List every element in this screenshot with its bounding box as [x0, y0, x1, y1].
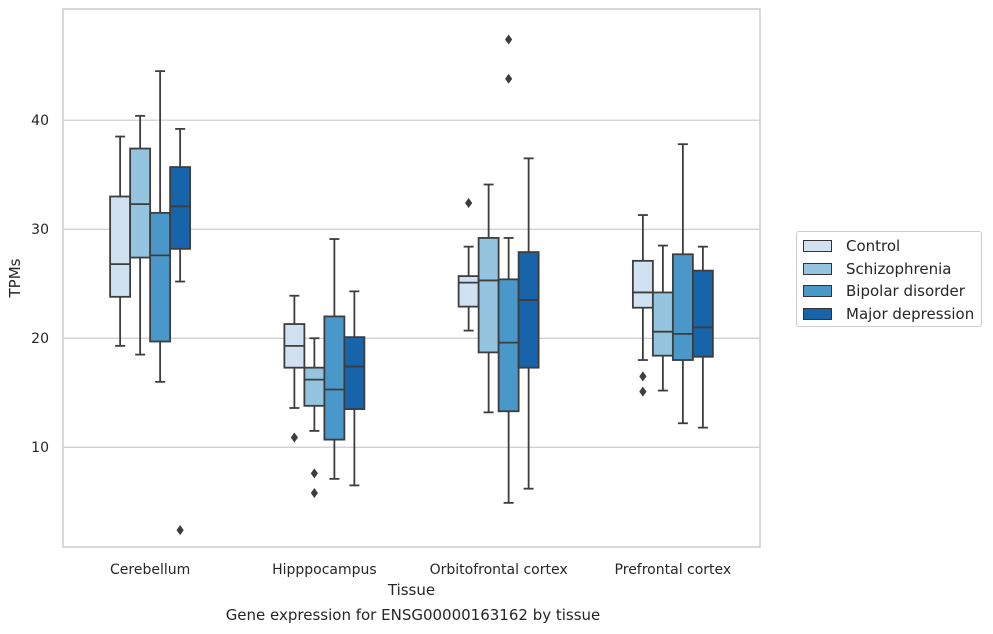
legend-item: Bipolar disorder — [803, 280, 981, 303]
box-bipolar-disorder — [497, 34, 520, 504]
y-tick-label: 20 — [31, 331, 49, 347]
box-iqr — [303, 366, 326, 407]
box-control — [109, 135, 132, 347]
box-schizophrenia — [651, 244, 674, 392]
box-iqr — [343, 336, 366, 410]
box-bipolar-disorder — [149, 70, 172, 383]
y-tick-label: 10 — [31, 440, 49, 456]
outlier-point — [639, 371, 647, 382]
outlier-point — [176, 525, 184, 536]
box-major-depression — [169, 128, 192, 536]
box-iqr — [517, 251, 540, 369]
outlier-point — [310, 468, 318, 479]
box-iqr — [651, 291, 674, 357]
box-iqr — [129, 147, 152, 259]
box-iqr — [109, 195, 132, 298]
box-bipolar-disorder — [323, 238, 346, 480]
legend-swatch — [803, 285, 832, 298]
legend-label: Schizophrenia — [846, 259, 952, 278]
box-control — [457, 198, 480, 332]
box-schizophrenia — [129, 114, 152, 356]
x-axis-label: Tissue — [387, 581, 435, 599]
box-iqr — [477, 237, 500, 354]
legend-swatch — [803, 307, 832, 320]
x-tick-label: Orbitofrontal cortex — [430, 562, 568, 578]
box-major-depression — [517, 157, 540, 490]
chart-caption: Gene expression for ENSG00000163162 by t… — [225, 606, 601, 624]
box-schizophrenia — [303, 337, 326, 499]
x-tick-label: Hipppocampus — [272, 562, 377, 578]
box-iqr — [497, 278, 520, 413]
box-iqr — [149, 211, 172, 343]
x-tick-labels: Cerebellum Hipppocampus Orbitofrontal cort… — [110, 562, 731, 578]
legend-swatch — [803, 262, 832, 275]
outlier-point — [465, 198, 473, 209]
box-bipolar-disorder — [671, 143, 694, 425]
box-control — [283, 294, 306, 443]
legend-item: Control — [803, 235, 981, 258]
legend-item: Schizophrenia — [803, 258, 981, 281]
box-major-depression — [691, 245, 714, 429]
outlier-point — [505, 34, 513, 45]
box-iqr — [323, 315, 346, 441]
outlier-point — [639, 386, 647, 397]
box-schizophrenia — [477, 183, 500, 414]
box-iqr — [169, 166, 192, 250]
box-iqr — [631, 259, 654, 309]
outlier-point — [290, 432, 298, 443]
legend-label: Control — [846, 237, 901, 256]
y-axis-label: TPMs — [6, 258, 24, 298]
box-iqr — [671, 253, 694, 361]
legend-label: Bipolar disorder — [846, 282, 965, 301]
legend-label: Major depression — [846, 304, 975, 323]
y-tick-label: 40 — [31, 113, 49, 129]
y-tick-labels: 10 20 30 40 — [31, 113, 49, 456]
box-control — [631, 214, 654, 397]
legend-item: Major depression — [803, 303, 981, 326]
box-iqr — [457, 275, 480, 308]
outlier-point — [310, 488, 318, 499]
box-layer — [109, 34, 714, 536]
x-tick-label: Prefrontal cortex — [615, 562, 732, 578]
box-iqr — [691, 269, 714, 358]
plot-frame — [62, 8, 761, 548]
y-tick-label: 30 — [31, 222, 49, 238]
legend-swatch — [803, 240, 832, 253]
outlier-point — [505, 73, 513, 84]
x-tick-label: Cerebellum — [110, 562, 190, 578]
box-major-depression — [343, 290, 366, 487]
legend: Control Schizophrenia Bipolar disorder Majo… — [796, 231, 982, 327]
